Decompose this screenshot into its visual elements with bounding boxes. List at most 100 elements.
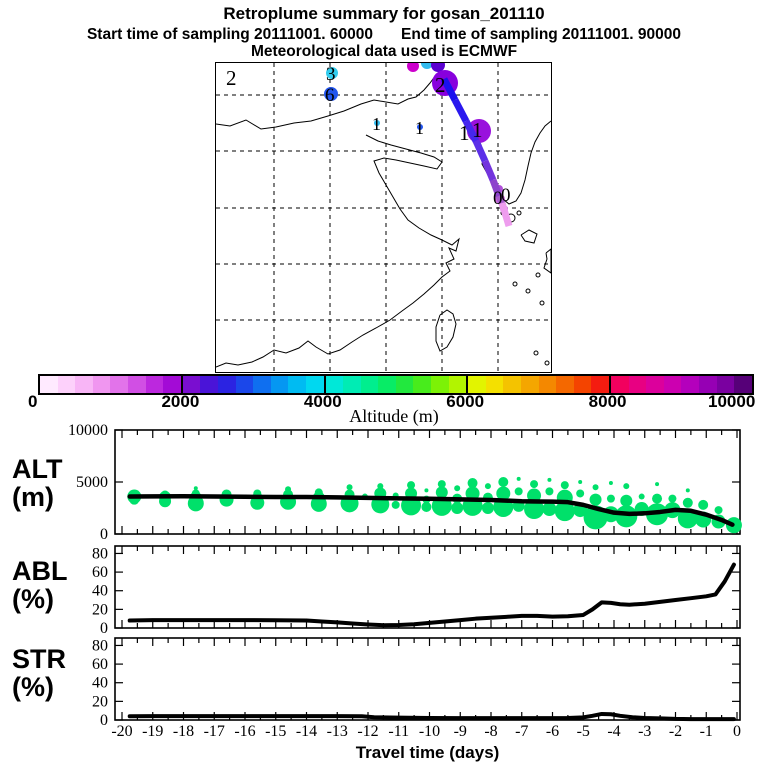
colorbar-segment: [573, 376, 592, 393]
y-tick-label: 80: [92, 545, 108, 562]
colorbar-segment: [556, 376, 574, 393]
svg-text:-16: -16: [234, 723, 255, 740]
page-title: Retroplume summary for gosan_201110: [223, 4, 545, 23]
colorbar-segment: [270, 376, 289, 393]
colorbar-segment: [217, 376, 236, 393]
colorbar-segment: [681, 376, 699, 393]
alt-mean-line: [127, 493, 735, 527]
svg-text:-14: -14: [296, 723, 317, 740]
colorbar-segment: [716, 376, 735, 393]
colorbar-segment: [395, 376, 414, 393]
sampling-times: Start time of sampling 20111001. 60000 En…: [0, 26, 768, 44]
colorbar-segment: [163, 376, 181, 393]
colorbar-segment: [343, 376, 361, 393]
colorbar-segment: [325, 376, 344, 393]
x-ticks: [121, 638, 738, 720]
colorbar-segment: [145, 376, 164, 393]
y-tick-label: 40: [92, 583, 108, 600]
colorbar-segment: [360, 376, 379, 393]
colorbar-segment: [521, 376, 539, 393]
y-tick-label: 80: [92, 637, 108, 654]
map-coastlines: [216, 70, 551, 368]
svg-text:-11: -11: [388, 723, 409, 740]
svg-text:2: 2: [226, 66, 237, 90]
x-ticks: [121, 430, 738, 534]
end-time-label: End time of sampling 20111001. 90000: [401, 26, 682, 43]
svg-text:-1: -1: [700, 723, 713, 740]
x-tick-labels: -20 -19 -18 -17 -16 -15 -14 -13 -12 -11 -10 -9 -8 -7-…: [111, 723, 741, 740]
colorbar-segment: [503, 376, 522, 393]
colorbar-divider: [180, 376, 183, 393]
svg-text:1: 1: [372, 114, 381, 134]
colorbar-segment: [127, 376, 146, 393]
colorbar-tick-label: 10000: [708, 392, 756, 411]
colorbar-segment: [413, 376, 432, 393]
svg-text:-12: -12: [357, 723, 378, 740]
time-series-panels: 0 5000 10000 0 20 40 60 80 0 20 40 60 80 -20 -19 -18 -17…: [0, 418, 768, 768]
colorbar-segment: [448, 376, 467, 393]
panel-alt: 0 5000 10000: [68, 422, 742, 543]
colorbar-divider: [466, 376, 469, 393]
svg-text:1: 1: [472, 118, 483, 142]
y-tick-label: 20: [92, 601, 108, 618]
x-ticks: [121, 546, 738, 628]
svg-text:-3: -3: [638, 723, 651, 740]
svg-text:0: 0: [733, 723, 741, 740]
y-tick-label: 10000: [68, 422, 108, 439]
colorbar-segment: [235, 376, 254, 393]
svg-text:-17: -17: [204, 723, 225, 740]
colorbar-segment: [663, 376, 682, 393]
colorbar-tick-label: 2000: [161, 392, 200, 411]
svg-text:-2: -2: [669, 723, 682, 740]
svg-text:0: 0: [493, 188, 503, 209]
colorbar-segment: [57, 376, 76, 393]
colorbar-tick-label: 0: [28, 392, 38, 411]
colorbar-segment: [734, 376, 752, 393]
colorbar-segment: [288, 376, 306, 393]
y-tick-label: 0: [100, 526, 108, 543]
y-tick-label: 5000: [76, 474, 108, 491]
altitude-colorbar: [38, 374, 754, 395]
start-time-label: Start time of sampling 20111001. 60000: [86, 26, 374, 43]
colorbar-segment: [646, 376, 664, 393]
colorbar-axis-label: Altitude (m): [349, 406, 439, 426]
svg-text:-8: -8: [484, 723, 497, 740]
retroplume-trajectory: [440, 77, 513, 228]
svg-text:-13: -13: [327, 723, 348, 740]
str-mean-line: [127, 711, 736, 722]
colorbar-tick-label: 4000: [303, 392, 342, 411]
abl-mean-line: [127, 562, 736, 628]
y-ticks: [115, 552, 740, 629]
svg-text:2: 2: [435, 73, 446, 97]
y-tick-label: 40: [92, 675, 108, 692]
map-graticule: [216, 63, 551, 372]
svg-text:3: 3: [326, 64, 336, 85]
svg-text:-7: -7: [515, 723, 528, 740]
svg-text:-6: -6: [546, 723, 559, 740]
svg-text:-15: -15: [265, 723, 286, 740]
colorbar-segment: [305, 376, 324, 393]
colorbar-segment: [485, 376, 504, 393]
colorbar-segment: [628, 376, 647, 393]
svg-text:-4: -4: [607, 723, 620, 740]
colorbar-divider: [609, 376, 611, 393]
colorbar-segment: [110, 376, 128, 393]
y-tick-label: 0: [100, 620, 108, 637]
met-data-label: Meteorological data used is ECMWF: [250, 43, 518, 60]
colorbar-segment: [591, 376, 609, 393]
colorbar-segment: [468, 376, 486, 393]
svg-text:1: 1: [459, 121, 470, 145]
colorbar-segment: [75, 376, 93, 393]
svg-text:-10: -10: [419, 723, 440, 740]
colorbar-segment: [92, 376, 111, 393]
y-ticks: [115, 429, 740, 535]
colorbar-segment: [182, 376, 201, 393]
panel-title-abl: ABL (%): [12, 556, 68, 614]
y-tick-label: 60: [92, 656, 108, 673]
colorbar-segment: [611, 376, 629, 393]
